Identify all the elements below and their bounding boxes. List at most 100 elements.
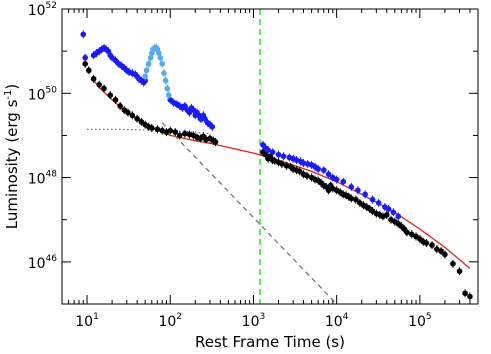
data-point <box>96 81 103 88</box>
data-point <box>159 127 165 134</box>
y-axis-label-exp: -1 <box>3 90 14 100</box>
data-point <box>80 31 87 38</box>
data-point <box>279 161 285 167</box>
data-point <box>348 184 355 190</box>
y-tick-label-base: 10 <box>28 172 46 188</box>
data-point <box>462 290 468 297</box>
data-point <box>333 176 340 183</box>
data-point <box>129 112 136 119</box>
data-point <box>182 103 188 109</box>
x-tick-label-base: 10 <box>242 314 260 330</box>
x-tick-label-base: 10 <box>408 314 426 330</box>
x-tick-label: 101 <box>75 312 99 330</box>
data-point <box>176 132 183 139</box>
data-point <box>165 92 172 99</box>
data-point <box>320 167 327 173</box>
y-tick-label-exp: 52 <box>46 1 57 11</box>
data-point <box>355 187 361 194</box>
data-point <box>117 103 123 109</box>
y-tick-label-exp: 48 <box>46 170 58 180</box>
data-point <box>134 115 140 122</box>
data-point <box>101 85 107 92</box>
data-point <box>340 178 347 185</box>
data-point <box>300 160 307 166</box>
x-tick-label-base: 10 <box>75 314 93 330</box>
data-point <box>395 213 402 220</box>
y-tick-label-exp: 50 <box>46 85 58 95</box>
y-axis-label-close: ) <box>3 84 21 90</box>
data-point <box>423 240 430 246</box>
data-point <box>315 166 321 172</box>
x-tick-label: 104 <box>325 312 349 330</box>
data-point <box>348 195 355 202</box>
data-point <box>280 153 287 160</box>
y-axis-label: Luminosity (erg s-1) <box>3 84 21 230</box>
data-point <box>325 171 332 178</box>
data-point <box>383 212 390 218</box>
data-point <box>112 97 119 103</box>
data-point <box>450 260 456 267</box>
data-point <box>262 151 269 158</box>
plot-content <box>80 9 473 304</box>
data-point <box>438 248 444 254</box>
y-tick-label: 1048 <box>28 170 58 188</box>
data-point <box>148 125 155 131</box>
plot-frame <box>61 8 479 305</box>
data-point <box>172 129 179 135</box>
data-point <box>265 147 271 153</box>
y-tick-label-exp: 46 <box>46 254 58 264</box>
data-point <box>269 149 276 155</box>
data-point <box>186 109 193 116</box>
data-point <box>107 92 114 99</box>
data-point <box>404 229 410 236</box>
x-tick-label-exp: 5 <box>426 312 432 322</box>
x-tick-label: 105 <box>408 312 432 330</box>
data-point <box>209 124 216 130</box>
data-point <box>125 109 131 116</box>
data-point <box>304 173 310 179</box>
y-tick-label: 1046 <box>28 254 58 272</box>
data-point <box>212 139 219 145</box>
y-axis-label-main: Luminosity (erg s <box>3 99 21 229</box>
axis-ticks <box>61 8 479 305</box>
x-tick-label-base: 10 <box>158 314 176 330</box>
data-point <box>375 200 382 206</box>
data-point <box>82 61 88 67</box>
data-point <box>90 76 97 82</box>
y-tick-label-base: 10 <box>28 256 46 272</box>
series-line-7 <box>161 122 338 304</box>
data-point <box>385 206 392 212</box>
data-point <box>82 54 88 61</box>
data-point <box>159 61 165 67</box>
x-axis-label: Rest Frame Time (s) <box>195 333 345 351</box>
x-tick-label-exp: 1 <box>93 312 99 322</box>
data-point <box>325 187 332 194</box>
data-point <box>362 191 368 198</box>
x-tick-label-base: 10 <box>325 314 343 330</box>
y-tick-label: 1050 <box>28 85 58 103</box>
y-tick-label-base: 10 <box>28 87 46 103</box>
data-point <box>143 67 150 74</box>
data-point <box>154 126 161 133</box>
x-tick-label: 102 <box>158 312 182 330</box>
data-point <box>86 67 92 74</box>
data-point <box>442 251 448 258</box>
data-point <box>142 73 148 80</box>
data-point <box>408 231 415 238</box>
x-tick-label-exp: 2 <box>176 312 182 322</box>
data-point <box>167 127 174 134</box>
x-tick-label: 103 <box>242 312 266 330</box>
data-point <box>161 70 167 76</box>
x-tick-label-exp: 3 <box>259 312 265 322</box>
data-point <box>467 293 473 300</box>
data-point <box>142 77 148 84</box>
data-point <box>157 54 164 61</box>
y-tick-label-base: 10 <box>28 3 46 19</box>
data-point <box>353 196 359 203</box>
data-point <box>369 196 376 203</box>
data-point <box>164 85 171 92</box>
data-point <box>390 209 397 216</box>
data-point <box>275 151 282 158</box>
